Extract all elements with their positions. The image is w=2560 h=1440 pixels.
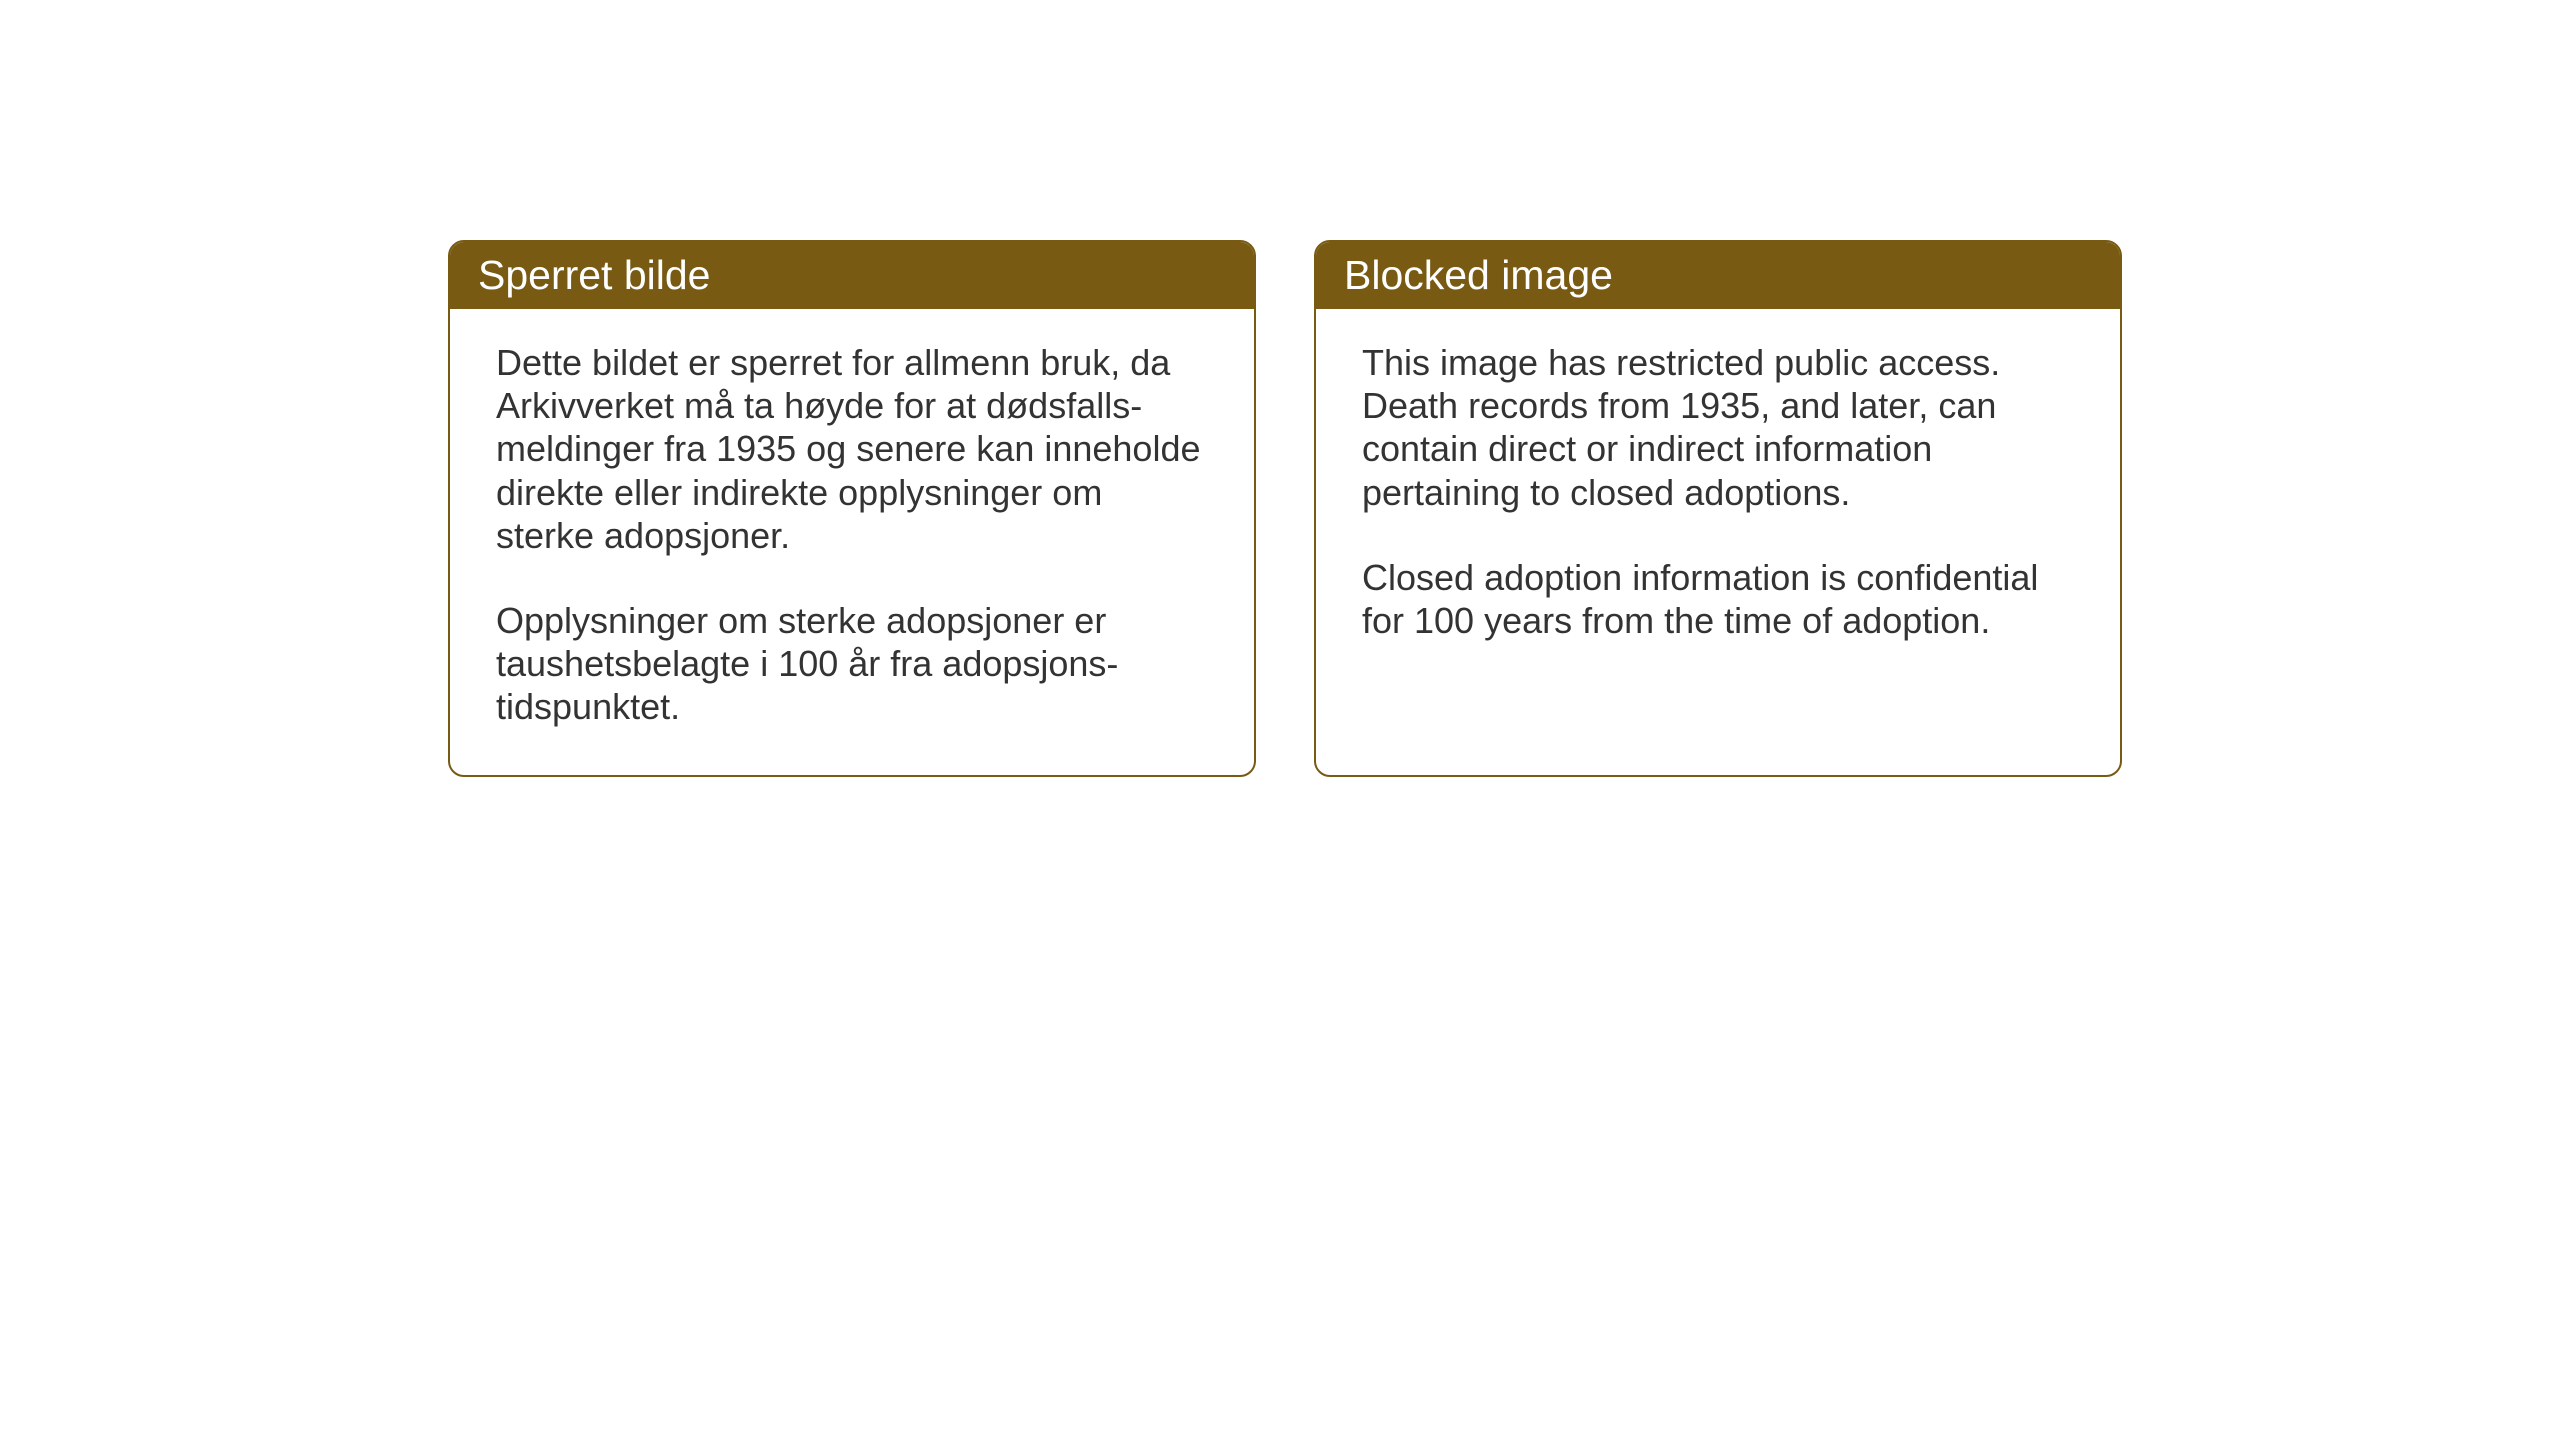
info-boxes-container: Sperret bilde Dette bildet er sperret fo… — [448, 240, 2122, 777]
info-box-norwegian: Sperret bilde Dette bildet er sperret fo… — [448, 240, 1256, 777]
paragraph1-english: This image has restricted public access.… — [1362, 341, 2074, 514]
info-box-body-norwegian: Dette bildet er sperret for allmenn bruk… — [450, 309, 1254, 775]
paragraph2-english: Closed adoption information is confident… — [1362, 556, 2074, 642]
header-title-norwegian: Sperret bilde — [478, 252, 710, 298]
header-title-english: Blocked image — [1344, 252, 1613, 298]
info-box-body-english: This image has restricted public access.… — [1316, 309, 2120, 688]
info-box-header-norwegian: Sperret bilde — [450, 242, 1254, 309]
info-box-english: Blocked image This image has restricted … — [1314, 240, 2122, 777]
info-box-header-english: Blocked image — [1316, 242, 2120, 309]
paragraph2-norwegian: Opplysninger om sterke adopsjoner er tau… — [496, 599, 1208, 729]
paragraph1-norwegian: Dette bildet er sperret for allmenn bruk… — [496, 341, 1208, 557]
